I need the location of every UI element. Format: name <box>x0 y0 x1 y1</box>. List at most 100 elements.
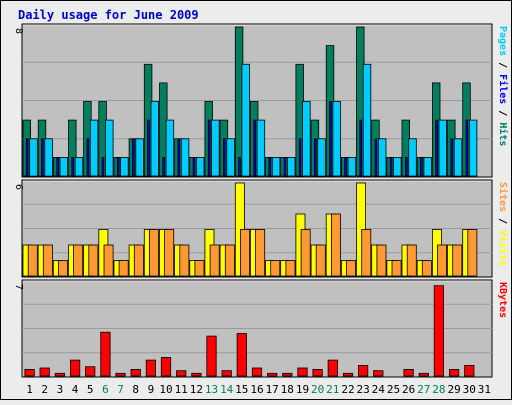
visits-panel-max-label: 6 <box>13 184 24 190</box>
day-label-19: 19 <box>296 383 309 396</box>
kbytes-panel-kbytes-bar <box>70 359 81 377</box>
day-label-10: 10 <box>159 383 172 396</box>
visits-panel-sites-bar <box>224 244 235 277</box>
visits-panel-legend: Sites / Visits <box>497 182 509 266</box>
day-label-23: 23 <box>356 383 369 396</box>
kbytes-panel-kbytes-bar <box>327 359 338 377</box>
kbytes-panel-kbytes-bar <box>221 370 232 377</box>
hits-panel-pages-bar <box>302 101 311 177</box>
day-label-11: 11 <box>175 383 188 396</box>
visits-panel-sites-bar <box>133 244 144 277</box>
hits-panel-pages-bar <box>120 156 129 177</box>
visits-panel-sites-bar <box>209 244 220 277</box>
hits-panel-legend-files: Files <box>497 74 509 104</box>
hits-panel-pages-bar <box>438 119 447 177</box>
day-label-16: 16 <box>250 383 263 396</box>
day-label-14: 14 <box>220 383 234 396</box>
kbytes-panel-kbytes-bar <box>403 368 414 377</box>
kbytes-panel-kbytes-bar <box>448 368 460 377</box>
hits-panel-pages-bar <box>362 63 372 177</box>
day-label-25: 25 <box>387 383 400 396</box>
visits-panel-sites-bar <box>179 244 190 277</box>
visits-panel-sites-bar <box>118 260 129 277</box>
hits-panel-pages-bar <box>256 119 266 177</box>
visits-panel-sites-bar <box>148 229 159 277</box>
hits-panel-files-bar <box>313 138 317 177</box>
day-label-31: 31 <box>478 383 491 396</box>
visits-panel-sites-bar <box>361 229 372 277</box>
hits-panel-pages-bar <box>29 138 38 177</box>
visits-panel-sites-bar <box>437 244 448 277</box>
day-label-8: 8 <box>132 383 139 396</box>
kbytes-panel-kbytes-bar <box>357 364 369 377</box>
hits-panel-pages-bar <box>423 156 432 177</box>
day-label-2: 2 <box>41 383 48 396</box>
hits-panel-pages-bar <box>165 119 175 177</box>
hits-panel-pages-bar <box>241 63 250 177</box>
hits-panel: 8 Pages / Files / Hits <box>13 23 509 178</box>
hits-panel-pages-bar <box>195 156 205 177</box>
day-label-17: 17 <box>266 383 279 396</box>
hits-panel-pages-bar <box>317 138 326 177</box>
visits-panel-sites-bar <box>58 260 69 277</box>
hits-panel-pages-bar <box>468 119 478 177</box>
day-label-13: 13 <box>205 383 218 396</box>
day-label-7: 7 <box>117 383 124 396</box>
hits-panel-files-bar <box>132 138 135 177</box>
day-label-21: 21 <box>326 383 339 396</box>
day-label-9: 9 <box>148 383 155 396</box>
hits-panel-pages-bar <box>377 138 387 177</box>
kbytes-panel-kbytes-bar <box>100 331 111 377</box>
hits-panel-legend-separator: / <box>497 104 508 122</box>
hits-panel-pages-bar <box>105 119 114 177</box>
visits-panel-legend-separator: / <box>497 212 508 230</box>
day-label-26: 26 <box>402 383 415 396</box>
hits-panel-pages-bar <box>135 138 144 177</box>
visits-panel-sites-bar <box>330 213 341 277</box>
hits-panel-files-bar <box>238 156 241 177</box>
visits-panel-sites-bar <box>406 244 417 277</box>
visits-panel-sites-bar <box>194 260 205 277</box>
hits-panel-legend-separator: / <box>497 56 508 74</box>
kbytes-panel-kbytes-bar <box>418 372 429 377</box>
kbytes-panel-kbytes-bar <box>130 368 141 377</box>
hits-panel-pages-bar <box>150 101 159 177</box>
kbytes-panel: 7 KBytes <box>13 279 508 378</box>
kbytes-panel-kbytes-bar <box>176 370 187 377</box>
kbytes-panel-legend: KBytes <box>497 282 508 318</box>
day-label-4: 4 <box>72 383 79 396</box>
day-label-12: 12 <box>190 383 203 396</box>
day-label-3: 3 <box>57 383 64 396</box>
kbytes-panel-max-label: 7 <box>13 284 24 290</box>
visits-panel-legend-sites: Sites <box>497 182 509 212</box>
panels-layer: 8 Pages / Files / Hits 6 Sites / Visits 7 KBy… <box>13 23 509 378</box>
kbytes-panel-kbytes-bar <box>54 372 66 377</box>
visits-panel-legend-visits: Visits <box>497 230 509 266</box>
hits-panel-files-bar <box>344 156 347 177</box>
hits-panel-files-bar <box>147 119 150 177</box>
visits-panel-sites-bar <box>103 244 114 277</box>
hits-panel-legend-pages: Pages <box>497 26 508 56</box>
day-label-30: 30 <box>463 383 476 396</box>
kbytes-panel-kbytes-bar <box>312 368 323 377</box>
hits-panel-pages-bar <box>408 138 417 177</box>
kbytes-panel-kbytes-bar <box>39 367 50 377</box>
day-label-6: 6 <box>102 383 109 396</box>
kbytes-panel-kbytes-bar <box>267 372 278 377</box>
hits-panel-max-label: 8 <box>13 28 24 34</box>
kbytes-panel-kbytes-bar <box>464 364 475 377</box>
hits-panel-pages-bar <box>271 156 281 177</box>
day-label-18: 18 <box>281 383 294 396</box>
visits-panel: 6 Sites / Visits <box>13 179 509 278</box>
hits-panel-pages-bar <box>393 156 402 177</box>
visits-panel-sites-bar <box>315 244 326 277</box>
hits-panel-files-bar <box>192 156 196 177</box>
hits-panel-pages-bar <box>44 138 53 177</box>
kbytes-panel-kbytes-bar <box>373 370 384 377</box>
hits-panel-files-bar <box>253 119 257 177</box>
hits-panel-files-bar <box>374 138 378 177</box>
day-label-29: 29 <box>447 383 460 396</box>
kbytes-panel-kbytes-bar <box>191 372 202 377</box>
visits-panel-sites-bar <box>391 260 402 277</box>
